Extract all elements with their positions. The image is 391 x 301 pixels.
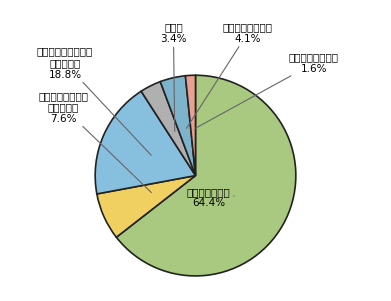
Text: 現在地で建替え
64.4%: 現在地で建替え 64.4% (187, 187, 234, 209)
Wedge shape (160, 76, 196, 175)
Wedge shape (97, 175, 196, 237)
Text: 市民会館との複合
施設を建設
7.6%: 市民会館との複合 施設を建設 7.6% (38, 91, 151, 193)
Wedge shape (117, 75, 296, 276)
Wedge shape (95, 91, 196, 194)
Text: 現庁舎を耐震補強
4.1%: 現庁舎を耐震補強 4.1% (187, 22, 273, 128)
Wedge shape (141, 82, 196, 175)
Text: 駅西口再開発事業に
おいて整備
18.8%: 駅西口再開発事業に おいて整備 18.8% (37, 47, 151, 155)
Text: 無回答
3.4%: 無回答 3.4% (160, 22, 187, 132)
Text: 現庁舎を免震補強
1.6%: 現庁舎を免震補強 1.6% (196, 52, 339, 128)
Wedge shape (185, 75, 196, 175)
